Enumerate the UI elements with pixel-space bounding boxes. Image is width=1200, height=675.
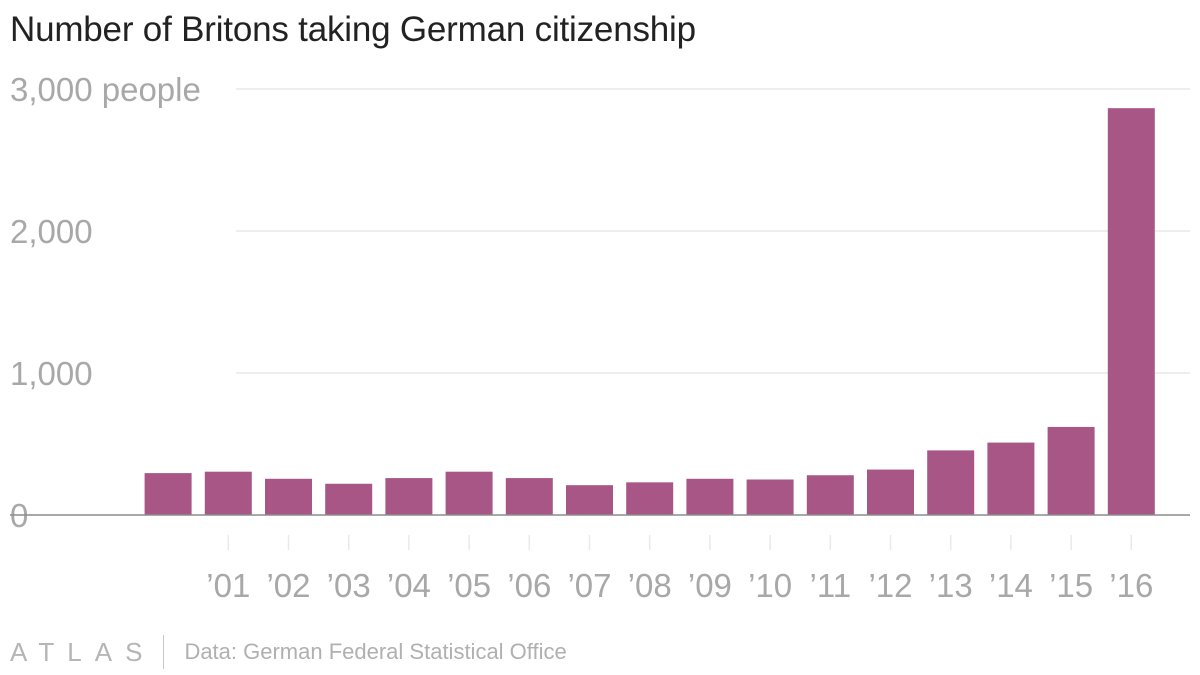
atlas-logo: ATLAS: [10, 636, 156, 667]
gridlines: [236, 88, 1190, 374]
bar-2007: [566, 485, 613, 515]
y-tick-label: 1,000: [10, 355, 93, 392]
bar-2013: [927, 450, 975, 515]
x-tick-label: ’05: [447, 567, 491, 604]
bar-2000: [144, 473, 192, 515]
x-tick-label: ’13: [929, 567, 973, 604]
bar-2008: [626, 482, 674, 515]
x-tick-label: ’03: [327, 567, 371, 604]
bar-2015: [1047, 426, 1095, 515]
x-tick-label: ’07: [567, 567, 611, 604]
bar-2009: [686, 478, 734, 515]
x-tick-label: ’14: [989, 567, 1033, 604]
data-source: Data: German Federal Statistical Office: [184, 639, 567, 664]
bar-2011: [806, 475, 854, 515]
y-tick-label: 2,000: [10, 213, 93, 250]
bar-2004: [385, 478, 433, 515]
x-tick-label: ’16: [1109, 567, 1153, 604]
x-axis: ’01 ’02 ’03 ’04 ’05 ’06 ’07 ’08 ’09 ’10 ’11 ’12 ’13 ’…: [10, 514, 1190, 604]
x-tick-label: ’12: [868, 567, 912, 604]
x-tick-label: ’08: [628, 567, 672, 604]
x-tick-label: ’04: [387, 567, 431, 604]
x-tick-label: ’02: [266, 567, 310, 604]
bar-2010: [746, 479, 794, 515]
bar-2005: [445, 471, 493, 515]
x-tick-label: ’15: [1049, 567, 1093, 604]
footer-divider: [163, 635, 165, 669]
bar-2002: [265, 478, 312, 515]
bar-2006: [505, 478, 553, 515]
x-tick-label: ’06: [507, 567, 551, 604]
bar-2014: [987, 442, 1035, 515]
x-tick-label: ’11: [810, 567, 852, 604]
y-tick-label: 3,000 people: [10, 71, 201, 108]
bar-2001: [204, 471, 252, 515]
bar-2016: [1107, 108, 1155, 516]
x-tick-label: ’09: [688, 567, 732, 604]
bar-2012: [867, 469, 914, 515]
bars: [144, 108, 1155, 516]
x-tick-label: ’01: [206, 567, 250, 604]
bar-2003: [325, 483, 373, 515]
footer: ATLAS Data: German Federal Statistical O…: [10, 632, 567, 672]
chart-title: Number of Britons taking German citizens…: [10, 10, 696, 49]
x-tick-label: ’10: [748, 567, 792, 604]
